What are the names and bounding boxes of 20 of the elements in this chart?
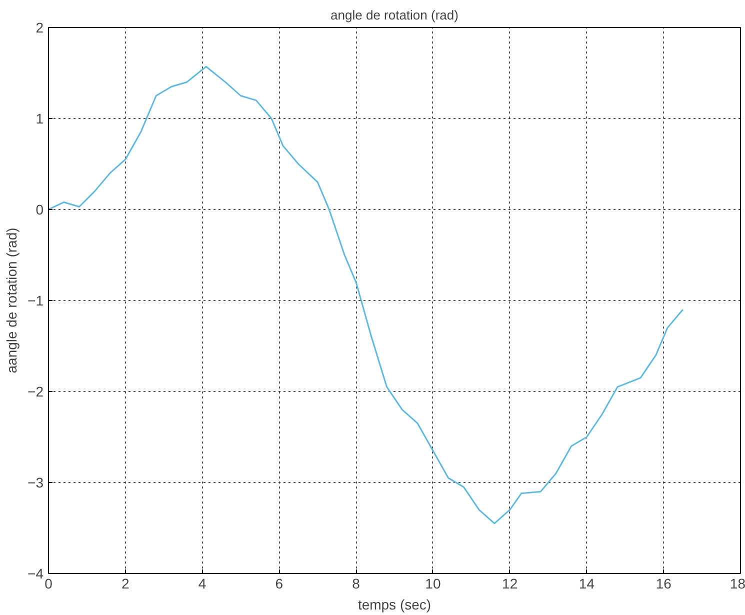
y-tick-label: −2 (28, 384, 44, 400)
x-tick-label: 8 (352, 576, 360, 592)
y-tick-label: −3 (28, 474, 44, 490)
y-tick-label: −4 (28, 566, 44, 582)
x-tick-label: 4 (198, 576, 206, 592)
x-tick-label: 10 (425, 576, 441, 592)
x-tick-label: 2 (121, 576, 130, 592)
x-tick-label: 14 (578, 576, 595, 592)
y-tick-label: 0 (36, 202, 44, 218)
line-series (48, 66, 684, 524)
y-tick-label: 2 (36, 20, 44, 36)
y-axis-title: aangle de rotation (rad) (4, 228, 20, 374)
y-tick-label: 1 (36, 110, 44, 126)
x-tick-label: 12 (502, 576, 518, 592)
x-tick-label: 18 (730, 576, 745, 592)
chart-title: angle de rotation (rad) (330, 8, 458, 22)
y-tick-label: −1 (28, 292, 44, 308)
x-tick-label: 6 (275, 576, 284, 592)
x-axis-title: temps (sec) (358, 596, 432, 612)
x-tick-label: 16 (656, 576, 672, 592)
